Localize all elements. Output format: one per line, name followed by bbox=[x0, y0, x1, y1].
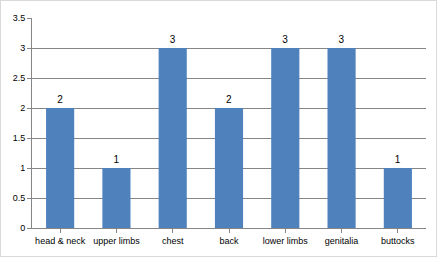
svg-text:3: 3 bbox=[339, 34, 345, 45]
svg-text:1: 1 bbox=[113, 154, 119, 165]
svg-text:2: 2 bbox=[20, 103, 25, 113]
svg-text:1.5: 1.5 bbox=[13, 133, 26, 143]
svg-text:buttocks: buttocks bbox=[381, 236, 415, 246]
svg-text:2: 2 bbox=[57, 94, 63, 105]
svg-text:3: 3 bbox=[170, 34, 176, 45]
svg-text:1: 1 bbox=[395, 154, 401, 165]
svg-text:3: 3 bbox=[282, 34, 288, 45]
svg-text:back: back bbox=[219, 236, 239, 246]
svg-text:3.5: 3.5 bbox=[13, 13, 26, 23]
svg-text:2: 2 bbox=[226, 94, 232, 105]
svg-text:2.5: 2.5 bbox=[13, 73, 26, 83]
svg-text:0.5: 0.5 bbox=[13, 193, 26, 203]
svg-text:head & neck: head & neck bbox=[35, 236, 86, 246]
svg-text:1: 1 bbox=[20, 163, 25, 173]
svg-text:3: 3 bbox=[20, 43, 25, 53]
svg-text:0: 0 bbox=[20, 223, 25, 233]
svg-text:upper limbs: upper limbs bbox=[93, 236, 140, 246]
svg-text:genitalia: genitalia bbox=[325, 236, 359, 246]
svg-text:lower limbs: lower limbs bbox=[263, 236, 309, 246]
svg-text:chest: chest bbox=[162, 236, 184, 246]
